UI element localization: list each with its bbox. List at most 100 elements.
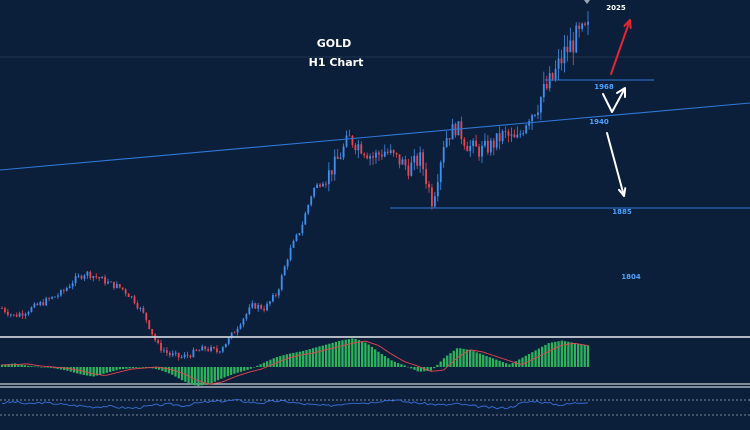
candle [351,134,354,148]
candle [227,336,230,346]
candle-body [419,152,422,166]
candle [433,191,436,209]
chart-title: GOLD [317,37,352,50]
candle-body [74,276,77,284]
candle-body [542,84,545,98]
candle [186,351,189,359]
candle-body [45,298,48,306]
candle-body [431,187,433,207]
candle [62,288,65,294]
candle [436,173,439,202]
candle [74,272,77,287]
candle-body [163,350,165,352]
macd-bar [488,357,491,367]
candle-body [104,277,106,284]
candle [325,181,327,188]
candle [183,352,186,359]
candle [145,312,148,324]
candle [118,283,121,289]
candle [174,350,177,357]
macd-bar [318,346,321,367]
macd-bar [20,364,23,367]
macd-bar [586,345,590,367]
candle [507,128,510,143]
macd-bar [580,344,583,367]
candle [248,304,251,316]
candle-body [475,140,478,147]
macd-bar [537,348,541,367]
pullback-arrow-head [616,87,626,98]
macd-bar [13,363,17,367]
macd-bar [400,364,403,367]
macd-bar [446,355,449,367]
macd-bar [570,342,573,367]
candle [478,143,480,161]
macd-bar [518,359,521,367]
candle [548,66,551,92]
candle [142,305,145,314]
candle [466,141,469,152]
candle-body [439,162,442,183]
candle-body [383,151,386,157]
candle-body [484,140,486,146]
candle-body [339,157,342,159]
macd-bar [282,355,285,367]
level-label-1804: 1804 [621,273,641,281]
macd-bar [328,343,331,367]
candle [95,273,98,280]
candle-body [380,154,383,157]
candle [295,233,298,242]
candle [398,154,401,169]
candle-body [30,307,33,313]
candle [298,232,301,236]
macd-bar [118,367,122,370]
candle [357,139,360,159]
candle-body [551,73,554,80]
candle-body [283,266,286,276]
candle [336,148,339,160]
candle-body [410,162,413,176]
candle [581,22,584,32]
macd-bar [341,340,344,367]
macd-bar [413,367,416,370]
macd-bar [347,339,351,367]
macd-bar [200,367,203,386]
candle-body [189,355,192,358]
candle-body [563,46,566,64]
candle-body [142,307,145,313]
candle [192,347,195,358]
candle-body [545,84,548,89]
macd-bar [554,341,557,367]
macd-bar [27,365,30,367]
candle [572,32,575,66]
candle [463,136,466,150]
macd-bar [112,367,115,372]
macd-bar [508,364,511,367]
candle-body [557,58,560,69]
candle [127,293,130,298]
candle-body [139,307,142,309]
candle [410,156,413,177]
candle [68,283,71,289]
candle-body [160,342,162,351]
candle [101,276,104,279]
macd-bar [121,367,125,370]
candle-body [519,133,522,135]
candle [24,312,27,319]
candle [221,345,224,354]
candle-body [304,213,307,225]
macd-bar [154,367,158,369]
macd-bar [459,348,462,367]
macd-bar [131,367,135,369]
macd-bar [429,367,433,371]
macd-bar [243,367,246,371]
candle [230,332,233,340]
macd-bar [360,341,364,367]
candle-body [404,159,407,166]
bullish-arrow-shaft [610,19,631,75]
candle-body [183,354,186,358]
candle [522,130,525,136]
candle-body [12,314,15,316]
macd-bar [541,346,544,367]
candle [201,344,204,351]
